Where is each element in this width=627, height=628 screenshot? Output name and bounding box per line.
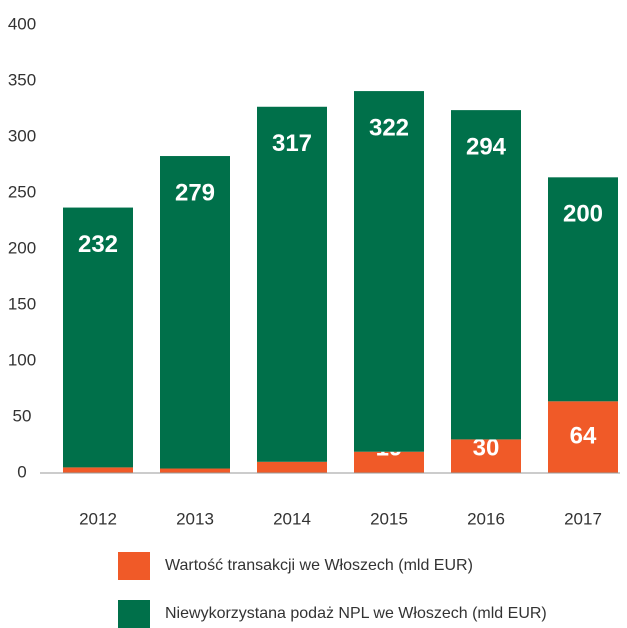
x-tick-label: 2013	[176, 509, 214, 528]
x-tick-label: 2016	[467, 509, 505, 528]
data-label: 232	[78, 231, 118, 258]
bar-segment	[548, 177, 618, 402]
x-tick-label: 2014	[273, 509, 311, 528]
data-label: 279	[175, 179, 215, 206]
x-tick-label: 2017	[564, 509, 602, 528]
x-tick-label: 2012	[79, 509, 117, 528]
bar-segment	[257, 106, 327, 462]
data-label: 64	[570, 423, 597, 450]
data-label: 322	[369, 114, 409, 141]
bar-segment	[354, 451, 424, 473]
y-tick-label: 250	[8, 182, 36, 201]
bar-segment	[548, 401, 618, 473]
data-label: 294	[466, 133, 507, 160]
bar-segment	[451, 110, 521, 440]
bar-segment	[160, 468, 230, 473]
x-tick-label: 2015	[370, 509, 408, 528]
y-tick-label: 50	[13, 406, 32, 425]
y-tick-label: 200	[8, 238, 36, 257]
bar-segment	[354, 91, 424, 452]
y-tick-label: 0	[17, 462, 26, 481]
y-tick-label: 300	[8, 126, 36, 145]
bar-segment	[451, 439, 521, 473]
legend-swatch	[118, 552, 150, 580]
bar-segment	[63, 207, 133, 468]
bar-segment	[63, 467, 133, 473]
y-tick-label: 400	[8, 14, 36, 33]
data-label: 317	[272, 130, 312, 157]
bar-segment	[257, 461, 327, 473]
y-tick-label: 350	[8, 70, 36, 89]
legend-label: Niewykorzystana podaż NPL we Włoszech (m…	[165, 605, 547, 622]
data-label: 200	[563, 201, 603, 228]
legend-swatch	[118, 600, 150, 628]
legend-label: Wartość transakcji we Włoszech (mld EUR)	[165, 557, 473, 574]
y-tick-label: 100	[8, 350, 36, 369]
y-tick-label: 150	[8, 294, 36, 313]
bar-segment	[160, 156, 230, 469]
